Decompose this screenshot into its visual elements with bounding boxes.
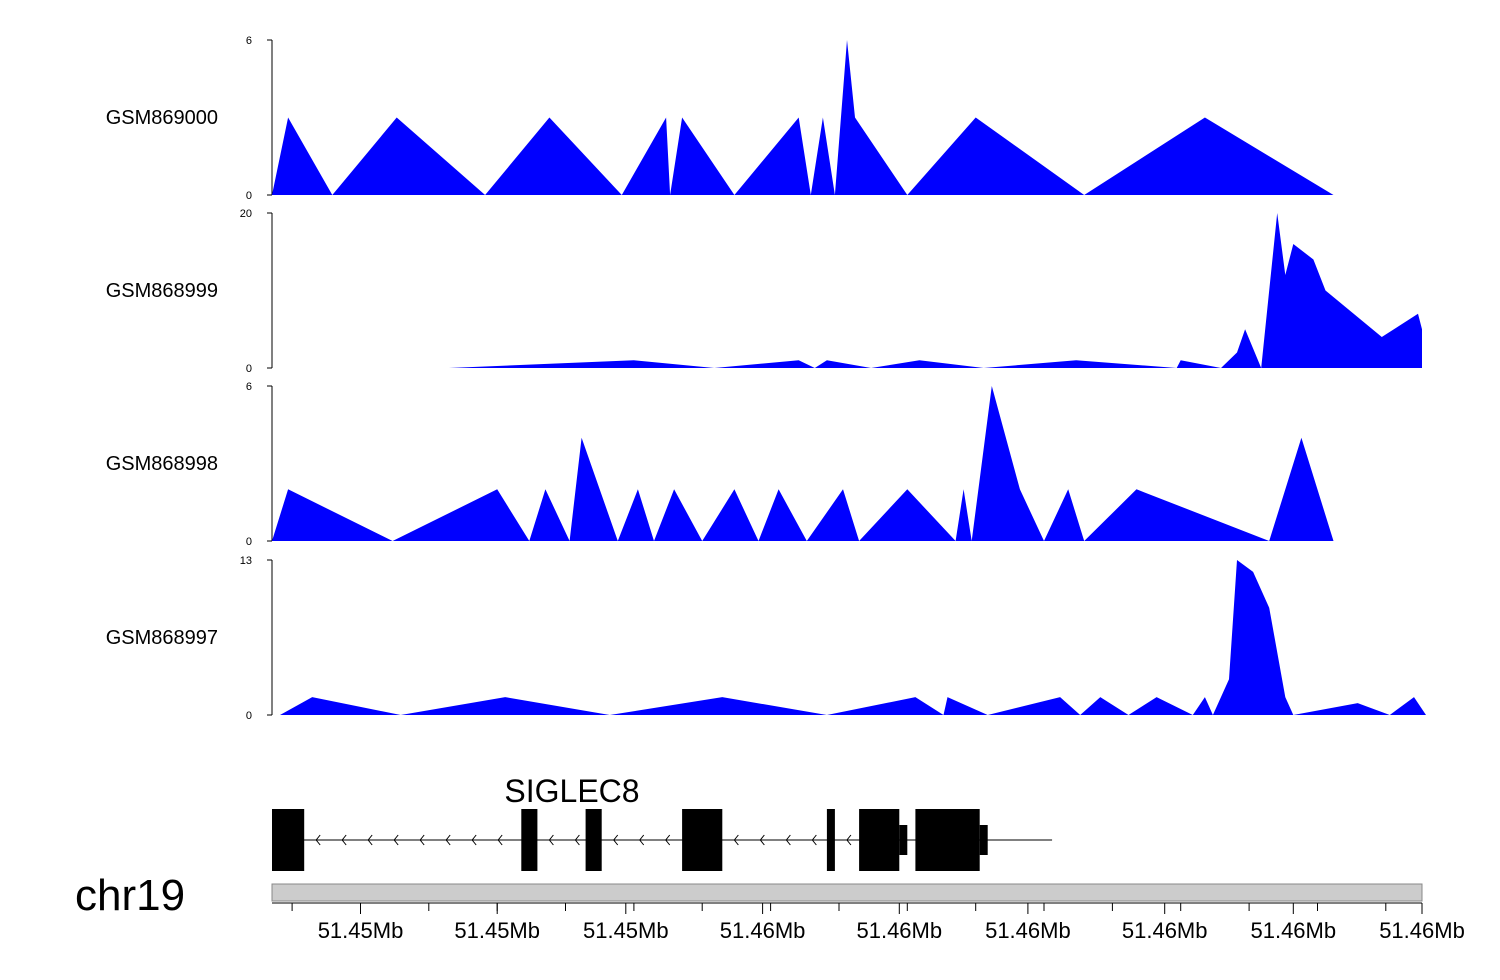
strand-chevron — [613, 834, 619, 846]
y-tick-label: 0 — [246, 710, 252, 722]
strand-chevron — [471, 834, 477, 846]
exon — [826, 809, 835, 871]
strand-chevron — [393, 834, 399, 846]
coverage-track: 13 0 GSM868997 — [106, 555, 1426, 722]
x-tick-label: 51.46Mb — [1379, 918, 1465, 943]
exon — [272, 809, 305, 871]
genome-axis: chr19 51.45Mb 51.45Mb 51.45Mb 51.46Mb 51.46Mb… — [75, 871, 1465, 943]
x-tick-label: 51.45Mb — [454, 918, 540, 943]
strand-chevron — [315, 834, 321, 846]
gene-model-track: SIGLEC8 — [272, 773, 1053, 871]
exon — [899, 825, 908, 855]
strand-chevron — [419, 834, 425, 846]
strand-chevron — [639, 834, 645, 846]
strand-chevron — [367, 834, 373, 846]
coverage-track: 20 0 GSM868999 — [106, 208, 1422, 375]
strand-chevron — [733, 834, 739, 846]
exon — [915, 809, 980, 871]
exon — [521, 809, 538, 871]
coverage-area — [448, 213, 1422, 368]
strand-chevron — [574, 834, 580, 846]
x-tick-label: 51.46Mb — [856, 918, 942, 943]
x-tick-label: 51.46Mb — [720, 918, 806, 943]
strand-chevron — [445, 834, 451, 846]
strand-chevron — [548, 834, 554, 846]
track-name: GSM868997 — [106, 627, 218, 649]
exon — [682, 809, 723, 871]
track-name: GSM869000 — [106, 107, 218, 129]
x-tick-label: 51.45Mb — [583, 918, 669, 943]
gene-name: SIGLEC8 — [504, 773, 639, 809]
exon — [979, 825, 988, 855]
coverage-track: 6 0 GSM869000 — [106, 35, 1334, 202]
y-tick-label: 13 — [240, 555, 252, 567]
x-tick-label: 51.46Mb — [1122, 918, 1208, 943]
x-tick-label: 51.46Mb — [1250, 918, 1336, 943]
strand-chevron — [785, 834, 791, 846]
strand-chevron — [665, 834, 671, 846]
strand-chevron — [846, 834, 852, 846]
strand-chevron — [497, 834, 503, 846]
chromosome-label: chr19 — [75, 871, 185, 920]
x-tick-label: 51.45Mb — [318, 918, 404, 943]
y-tick-label: 20 — [240, 208, 252, 220]
y-tick-label: 0 — [246, 536, 252, 548]
y-tick-label: 0 — [246, 190, 252, 202]
coverage-area — [272, 40, 1334, 195]
coverage-area — [272, 386, 1334, 541]
strand-chevron — [759, 834, 765, 846]
coverage-tracks: 6 0 GSM869000 20 0 GSM868999 6 0 GSM868998 13 0 GSM… — [106, 35, 1426, 722]
strand-chevron — [341, 834, 347, 846]
chromosome-ideogram — [271, 883, 1423, 902]
strand-chevron — [811, 834, 817, 846]
track-name: GSM868999 — [106, 280, 218, 302]
y-tick-label: 6 — [246, 381, 252, 393]
x-tick-label: 51.46Mb — [985, 918, 1071, 943]
coverage-track: 6 0 GSM868998 — [106, 381, 1334, 548]
coverage-area — [280, 560, 1426, 715]
y-tick-label: 0 — [246, 363, 252, 375]
y-tick-label: 6 — [246, 35, 252, 47]
track-name: GSM868998 — [106, 453, 218, 475]
exon — [859, 809, 900, 871]
exon — [585, 809, 602, 871]
